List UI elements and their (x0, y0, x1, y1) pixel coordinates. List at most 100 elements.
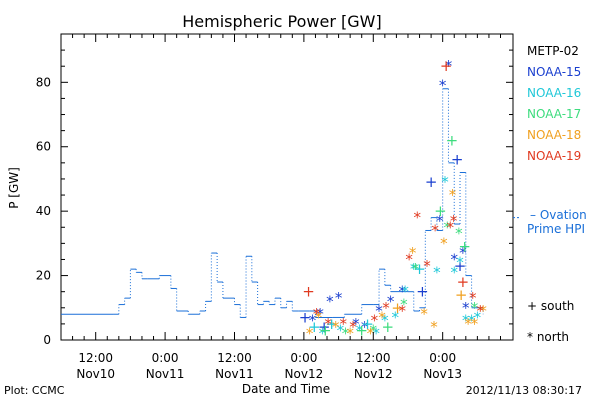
data-point-noaa-18: * (440, 234, 448, 252)
data-point-noaa-15: * (316, 305, 324, 323)
data-point-noaa-19: * (339, 315, 347, 333)
data-point-noaa-16: + (413, 260, 426, 278)
data-point-noaa-19: * (469, 289, 477, 307)
data-point-noaa-17: * (455, 225, 463, 243)
data-point-noaa-15: + (299, 308, 312, 326)
x-tick-label: 12:00 (356, 351, 391, 365)
x-tick-label: 0:00 (290, 351, 317, 365)
data-point-noaa-19: * (446, 218, 454, 236)
data-point-noaa-16: * (337, 321, 345, 339)
data-point-noaa-19: * (324, 315, 332, 333)
data-point-noaa-18: * (420, 305, 428, 323)
data-point-noaa-18: * (479, 302, 487, 320)
data-point-noaa-19: + (457, 273, 470, 291)
legend-entry-noaa-17: NOAA-17 (527, 107, 581, 121)
data-point-noaa-18: * (306, 325, 314, 343)
x-axis-label: Date and Time (242, 382, 330, 396)
data-point-noaa-16: * (433, 263, 441, 281)
legend-entry-noaa-18: NOAA-18 (527, 128, 581, 142)
data-point-noaa-17: + (446, 131, 459, 149)
data-point-noaa-17: + (319, 321, 332, 339)
data-point-noaa-15: * (309, 312, 317, 330)
data-point-noaa-15: * (450, 250, 458, 268)
data-point-noaa-19: * (405, 250, 413, 268)
symbol-legend-entry: * north (527, 330, 569, 344)
data-point-noaa-19: * (413, 209, 421, 227)
legend: METP-02 NOAA-15 NOAA-16 NOAA-17 NOAA-18 NOAA-… (527, 44, 581, 163)
data-point-noaa-16: + (325, 315, 338, 333)
data-point-noaa-19: * (477, 302, 485, 320)
x-tick-date-label: Nov12 (285, 367, 324, 381)
data-point-noaa-18: * (378, 308, 386, 326)
data-point-noaa-15: * (352, 315, 360, 333)
data-point-noaa-19: * (431, 221, 439, 239)
data-point-noaa-17: + (355, 321, 368, 339)
data-point-noaa-19: * (371, 312, 379, 330)
axes: 0 20 40 60 80 12:00 Nov10 0:00 Nov11 12:00 Nov11 0:… (36, 33, 513, 381)
data-point-noaa-15: * (375, 302, 383, 320)
data-point-noaa-15: * (361, 318, 369, 336)
data-point-noaa-16: * (392, 308, 400, 326)
data-point-noaa-19: * (313, 305, 321, 323)
legend-entry-noaa-16: NOAA-16 (527, 86, 581, 100)
data-point-noaa-17: + (381, 318, 394, 336)
plot-area: +* *+* ** **** ++****+*+*+*+* *+** ***+ *******… (61, 57, 521, 343)
legend-entry-metp-02: METP-02 (527, 44, 579, 58)
data-point-noaa-19: * (349, 318, 357, 336)
x-tick-label: 0:00 (429, 351, 456, 365)
data-point-noaa-19: * (382, 299, 390, 317)
data-point-noaa-18: * (409, 244, 417, 262)
data-point-noaa-16: * (450, 263, 458, 281)
plot-frame (60, 33, 514, 341)
data-point-noaa-16: + (361, 315, 374, 333)
ovation-legend-line2: Prime HPI (527, 222, 585, 236)
data-point-noaa-16: * (410, 260, 418, 278)
data-point-noaa-18: * (367, 325, 375, 343)
data-point-noaa-15: * (462, 299, 470, 317)
data-point-noaa-19: * (423, 257, 431, 275)
x-tick-date-label: Nov10 (76, 367, 115, 381)
data-point-noaa-15: * (398, 283, 406, 301)
data-point-noaa-16: * (462, 312, 470, 330)
data-point-noaa-19: * (398, 302, 406, 320)
data-point-noaa-16: * (356, 321, 364, 339)
data-point-noaa-17: * (444, 218, 452, 236)
legend-entry-noaa-19: NOAA-19 (527, 149, 581, 163)
data-point-noaa-19: * (450, 212, 458, 230)
data-point-noaa-15: + (451, 151, 464, 169)
data-point-noaa-17: * (400, 296, 408, 314)
x-tick-date-label: Nov11 (146, 367, 185, 381)
data-point-noaa-15: * (387, 292, 395, 310)
data-point-noaa-16: * (456, 254, 464, 272)
y-tick-label: 40 (36, 204, 51, 218)
data-point-noaa-16: * (401, 283, 409, 301)
y-tick-label: 20 (36, 269, 51, 283)
data-point-noaa-17: * (412, 260, 420, 278)
data-point-noaa-16: * (372, 325, 380, 343)
x-tick-label: 0:00 (152, 351, 179, 365)
data-point-noaa-18: * (471, 315, 479, 333)
y-tick-label: 80 (36, 75, 51, 89)
data-point-noaa-16: + (308, 318, 321, 336)
data-point-noaa-15: * (436, 212, 444, 230)
data-point-noaa-19: + (440, 57, 453, 75)
data-point-noaa-16: * (441, 173, 449, 191)
symbol-legend-entry: + south (527, 299, 574, 313)
data-point-noaa-15: * (439, 77, 447, 95)
x-tick-date-label: Nov13 (423, 367, 462, 381)
data-point-noaa-15: + (425, 173, 438, 191)
x-tick-date-label: Nov12 (354, 367, 393, 381)
data-point-noaa-17: * (471, 299, 479, 317)
legend-entry-noaa-15: NOAA-15 (527, 65, 581, 79)
data-point-noaa-18: * (332, 318, 340, 336)
data-point-noaa-16: * (381, 312, 389, 330)
ovation-legend-line1: – Ovation (530, 208, 587, 222)
footer-timestamp: 2012/11/13 08:30:17 (466, 384, 582, 397)
data-point-noaa-18: + (391, 299, 404, 317)
data-point-noaa-16: * (319, 325, 327, 343)
data-point-noaa-15: + (454, 257, 467, 275)
x-tick-label: 12:00 (217, 351, 252, 365)
data-point-noaa-15: * (326, 292, 334, 310)
footer-credit: Plot: CCMC (4, 384, 65, 397)
